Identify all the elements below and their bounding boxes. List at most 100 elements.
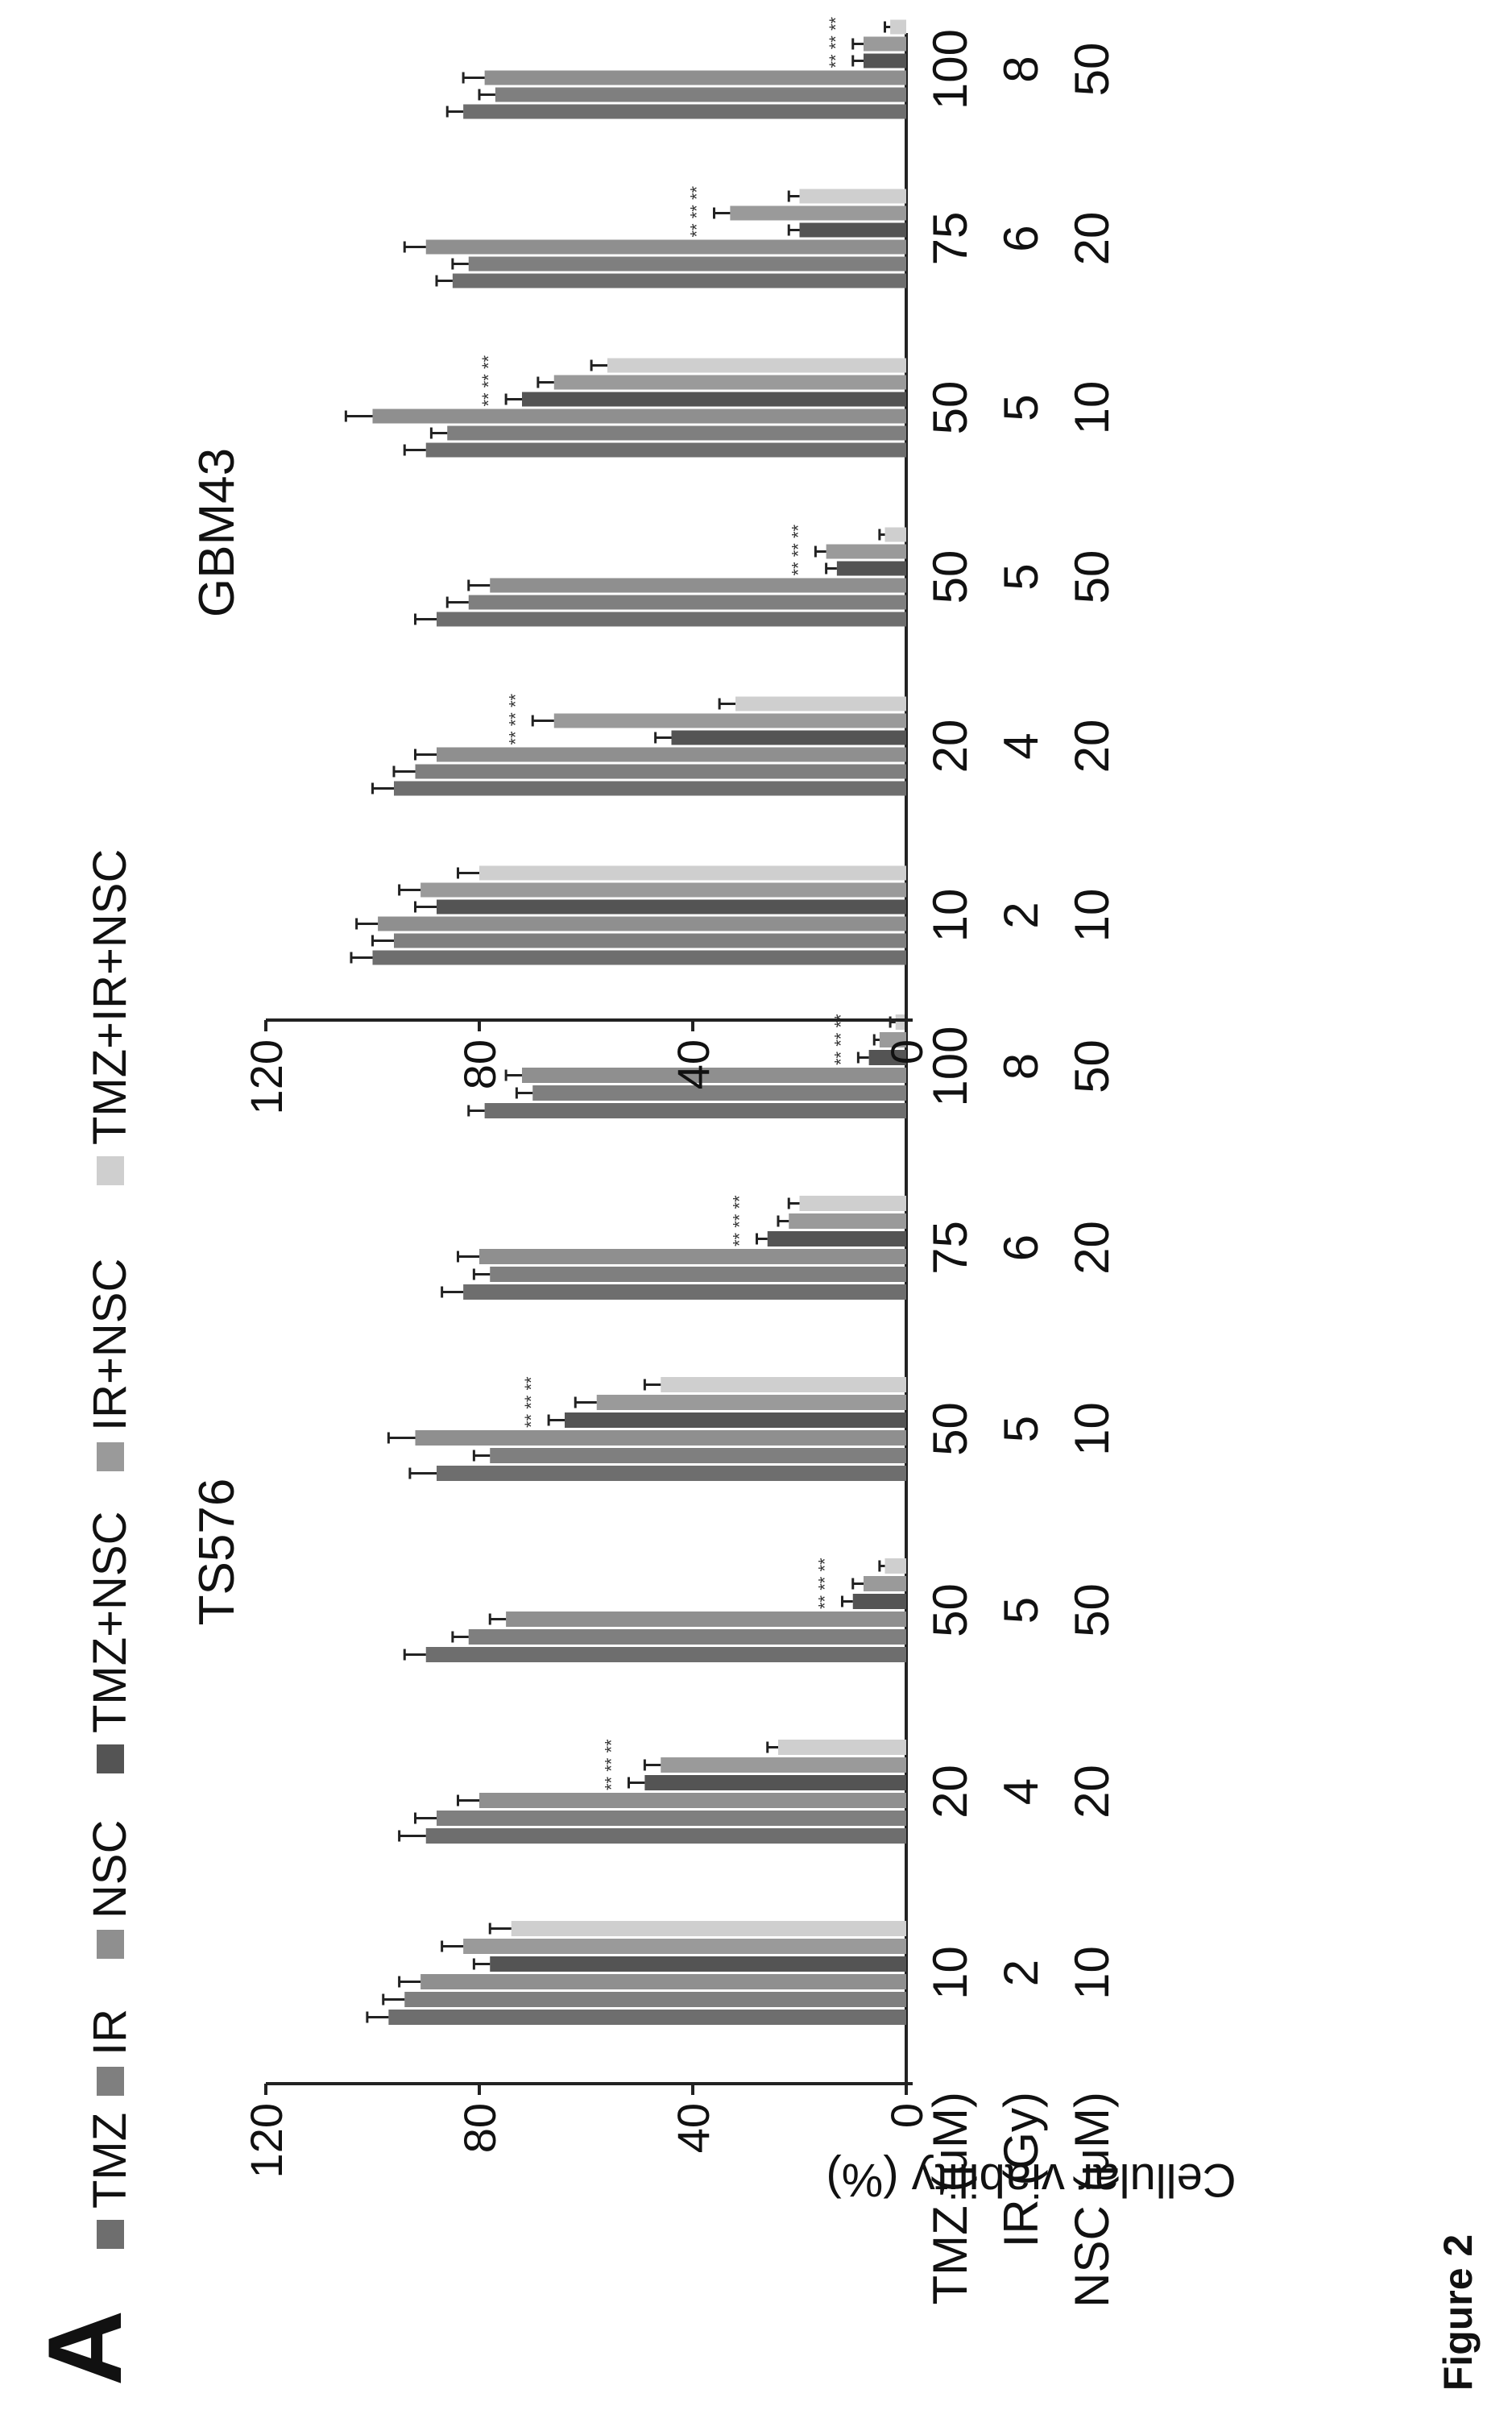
x-tick-label-0-5-0: 100 — [923, 1026, 977, 1106]
bar-0-4-1 — [490, 1267, 906, 1282]
y-tick-label-0-2: 80 — [454, 2103, 505, 2153]
bar-0-2-4 — [864, 1576, 906, 1591]
significance-1-1: ** ** ** — [505, 693, 525, 745]
bar-0-0-1 — [404, 1992, 906, 2007]
legend-swatch-5 — [97, 1156, 124, 1185]
legend-swatch-1 — [97, 2067, 124, 2096]
bar-1-3-0 — [425, 442, 906, 458]
x-tick-label-0-4-0: 75 — [923, 1221, 977, 1275]
legend-label-1: IR — [84, 2009, 136, 2055]
row-label-0: TMZ (μM) — [923, 2092, 977, 2304]
y-tick-label-1-0: 0 — [881, 1039, 932, 1064]
x-tick-label-1-2-0: 50 — [923, 550, 977, 604]
x-tick-label-0-1-1: 4 — [994, 1778, 1048, 1805]
figure-caption: Figure 2 — [1434, 2234, 1482, 2391]
bar-1-4-5 — [799, 189, 906, 204]
significance-1-4: ** ** ** — [687, 185, 707, 237]
bar-0-2-3 — [852, 1594, 906, 1609]
bar-0-2-2 — [506, 1612, 906, 1627]
bar-0-3-0 — [437, 1466, 906, 1481]
x-tick-label-1-0-0: 10 — [923, 889, 977, 943]
bar-0-5-3 — [868, 1050, 906, 1065]
x-tick-label-0-3-1: 5 — [994, 1416, 1048, 1442]
bar-1-1-2 — [437, 747, 906, 762]
bar-0-0-3 — [490, 1956, 906, 1972]
significance-1-2: ** ** ** — [788, 524, 808, 575]
legend-label-0: TMZ — [84, 2113, 136, 2209]
legend-swatch-3 — [97, 1744, 124, 1773]
panel-label: A — [26, 2310, 143, 2386]
bar-1-0-4 — [420, 882, 906, 898]
y-tick-label-1-2: 80 — [454, 1039, 505, 1089]
x-tick-label-0-5-2: 50 — [1065, 1039, 1119, 1093]
bar-0-3-2 — [415, 1430, 906, 1446]
x-tick-label-0-3-0: 50 — [923, 1402, 977, 1456]
bar-1-4-0 — [452, 273, 906, 288]
x-tick-label-1-4-1: 6 — [994, 225, 1048, 251]
bar-0-4-5 — [799, 1196, 906, 1211]
significance-0-3: ** ** ** — [521, 1376, 541, 1428]
bar-1-3-5 — [607, 358, 906, 373]
significance-1-5: ** ** ** — [826, 16, 846, 68]
y-tick-label-0-0: 0 — [881, 2103, 932, 2128]
x-tick-label-1-1-1: 4 — [994, 732, 1048, 759]
bar-0-0-5 — [511, 1921, 906, 1936]
bar-0-2-5 — [884, 1558, 906, 1574]
bar-1-5-4 — [864, 36, 906, 52]
bar-1-2-0 — [437, 612, 906, 627]
x-tick-label-0-4-2: 20 — [1065, 1221, 1119, 1275]
bar-1-3-2 — [372, 409, 906, 424]
bar-1-1-4 — [553, 713, 906, 728]
bar-0-1-5 — [778, 1740, 906, 1755]
legend-label-3: TMZ+NSC — [84, 1512, 136, 1734]
bar-1-0-2 — [378, 916, 906, 931]
panel-1: GBM43 0 40 80 120 10 2 10 ** ** ** 20 4 20 ** ** ** 5… — [189, 16, 1119, 1114]
y-axis-label: Cellular viability (%) — [826, 2154, 1236, 2206]
bar-1-5-3 — [864, 53, 906, 68]
bar-0-4-3 — [767, 1231, 906, 1246]
bar-1-2-5 — [884, 527, 906, 542]
bar-0-5-0 — [484, 1103, 906, 1118]
bar-0-5-4 — [879, 1032, 906, 1047]
x-tick-label-0-2-2: 50 — [1065, 1583, 1119, 1637]
bar-1-2-4 — [826, 544, 906, 559]
x-tick-label-0-0-0: 10 — [923, 1946, 977, 2000]
significance-0-1: ** ** ** — [602, 1739, 622, 1790]
legend-label-2: NSC — [84, 1820, 136, 1918]
x-tick-label-1-1-0: 20 — [923, 720, 977, 774]
significance-0-4: ** ** ** — [730, 1195, 750, 1246]
x-tick-label-0-3-2: 10 — [1065, 1402, 1119, 1456]
x-tick-label-1-5-1: 8 — [994, 56, 1048, 82]
bar-1-5-1 — [495, 87, 906, 102]
bar-1-0-1 — [394, 933, 906, 948]
legend-swatch-2 — [97, 1930, 124, 1959]
bar-0-1-4 — [661, 1757, 906, 1773]
bar-0-0-2 — [420, 1974, 906, 1989]
bar-0-1-0 — [425, 1828, 906, 1844]
bar-0-2-1 — [468, 1629, 906, 1645]
bar-1-2-1 — [468, 595, 906, 610]
x-tick-label-1-4-2: 20 — [1065, 212, 1119, 266]
bar-1-0-3 — [437, 899, 906, 915]
bar-1-1-1 — [415, 764, 906, 779]
bar-1-5-2 — [484, 70, 906, 85]
bar-1-0-5 — [479, 865, 906, 881]
bar-1-2-3 — [836, 561, 906, 576]
bar-1-4-4 — [730, 205, 906, 221]
bar-1-1-3 — [671, 730, 906, 745]
bar-1-3-4 — [553, 375, 906, 390]
legend: TMZ IR NSC TMZ+NSC IR+NSC TMZ+IR+NSC — [84, 849, 136, 2249]
condition-row-labels: TMZ (μM) IR (Gy) NSC (μM) — [923, 2092, 1119, 2308]
bar-1-0-0 — [372, 950, 906, 965]
y-tick-label-1-3: 120 — [241, 1039, 292, 1114]
bar-1-3-3 — [522, 392, 906, 407]
figure-caption-text: Figure 2 — [1435, 2234, 1481, 2391]
bar-1-3-1 — [447, 425, 906, 441]
x-tick-label-0-5-1: 8 — [994, 1053, 1048, 1080]
bar-1-5-0 — [463, 104, 906, 119]
